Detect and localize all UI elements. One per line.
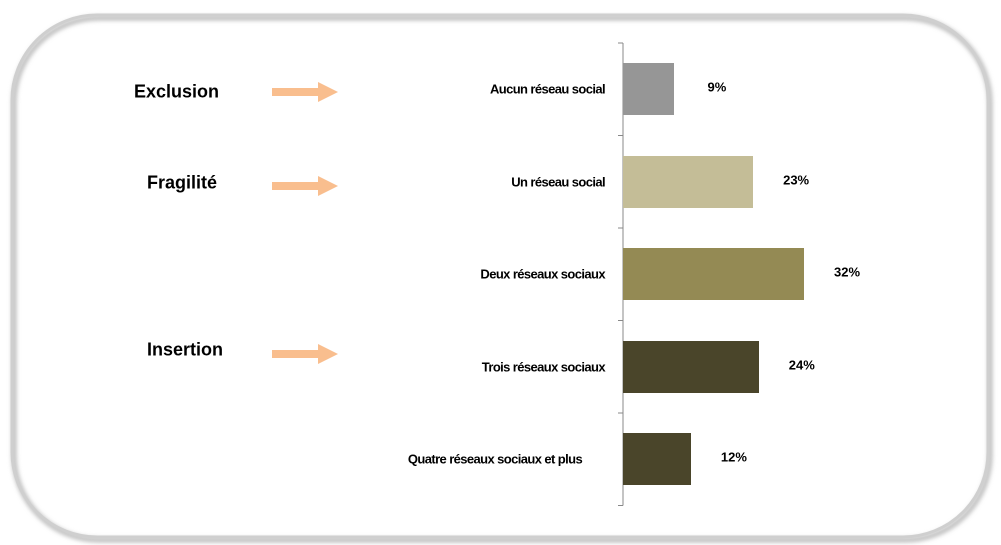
arrow [272, 82, 338, 102]
arrow [272, 176, 338, 196]
arrow [272, 344, 338, 364]
value-label: 24% [788, 357, 815, 373]
value-label: 9% [707, 79, 727, 95]
category-label: Un réseau social [511, 174, 605, 190]
category-label: Aucun réseau social [489, 81, 606, 97]
bar [623, 248, 805, 301]
value-label: 12% [720, 449, 747, 465]
value-label: 23% [783, 172, 810, 188]
bar [623, 433, 691, 486]
category-label: Deux réseaux sociaux [480, 266, 605, 282]
annotation: Fragilité [147, 172, 218, 193]
annotation: Exclusion [134, 81, 220, 102]
value-label: 32% [834, 264, 861, 280]
bar [623, 340, 759, 393]
frame-shadow [11, 15, 993, 543]
bar [623, 63, 674, 116]
frame [10, 13, 990, 539]
bar [623, 155, 754, 208]
annotation: Insertion [147, 339, 224, 360]
category-label: Trois réseaux sociaux [481, 359, 606, 375]
category-label: Quatre réseaux sociaux et plus [407, 451, 583, 467]
